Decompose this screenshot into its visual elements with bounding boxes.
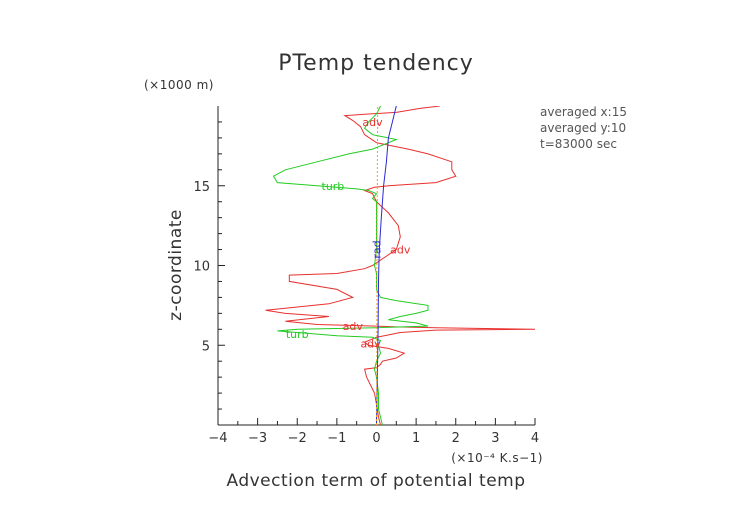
x-unit-label: (×10⁻⁴ K.s−1) xyxy=(451,451,543,465)
y-tick-label: 5 xyxy=(202,339,210,354)
x-tick-label: −3 xyxy=(248,431,267,446)
x-tick-label: 1 xyxy=(412,431,420,446)
curve-label-adv: adv xyxy=(362,116,383,129)
y-axis-label: z-coordinate xyxy=(166,209,186,321)
curve-label-turb: turb xyxy=(322,180,345,193)
plot-area: −4 −3 −2 −1 0 1 2 3 4 5 10 15 adv adv adv adv turb turb ra… xyxy=(193,106,539,446)
series-line-reference xyxy=(376,106,379,425)
x-axis-label: Advection term of potential temp xyxy=(226,471,525,491)
annotation-time: t=83000 sec xyxy=(540,137,617,151)
x-tick-label: 0 xyxy=(372,431,380,446)
y-unit-label: (×1000 m) xyxy=(144,78,214,92)
curve-label-turb: turb xyxy=(286,328,309,341)
curve-label-adv: adv xyxy=(390,244,411,257)
x-tick-label: 2 xyxy=(452,431,460,446)
x-tick-label: −2 xyxy=(288,431,307,446)
y-tick-label: 10 xyxy=(193,260,210,275)
annotation-averaged-x: averaged x:15 xyxy=(540,105,627,119)
series-line-adv xyxy=(265,106,535,425)
y-tick-label: 15 xyxy=(193,180,210,195)
x-tick-label: 4 xyxy=(531,431,539,446)
series-line-turb xyxy=(272,106,429,425)
curve-label-adv: adv xyxy=(360,338,381,351)
curve-label-rad: rad xyxy=(371,240,384,258)
x-tick-label: −1 xyxy=(327,431,346,446)
annotation-averaged-y: averaged y:10 xyxy=(540,121,626,135)
curve-label-adv: adv xyxy=(343,320,364,333)
chart-title: PTemp tendency xyxy=(278,51,474,76)
series-line-rad xyxy=(376,106,397,425)
x-tick-label: −4 xyxy=(208,431,227,446)
x-tick-label: 3 xyxy=(491,431,499,446)
